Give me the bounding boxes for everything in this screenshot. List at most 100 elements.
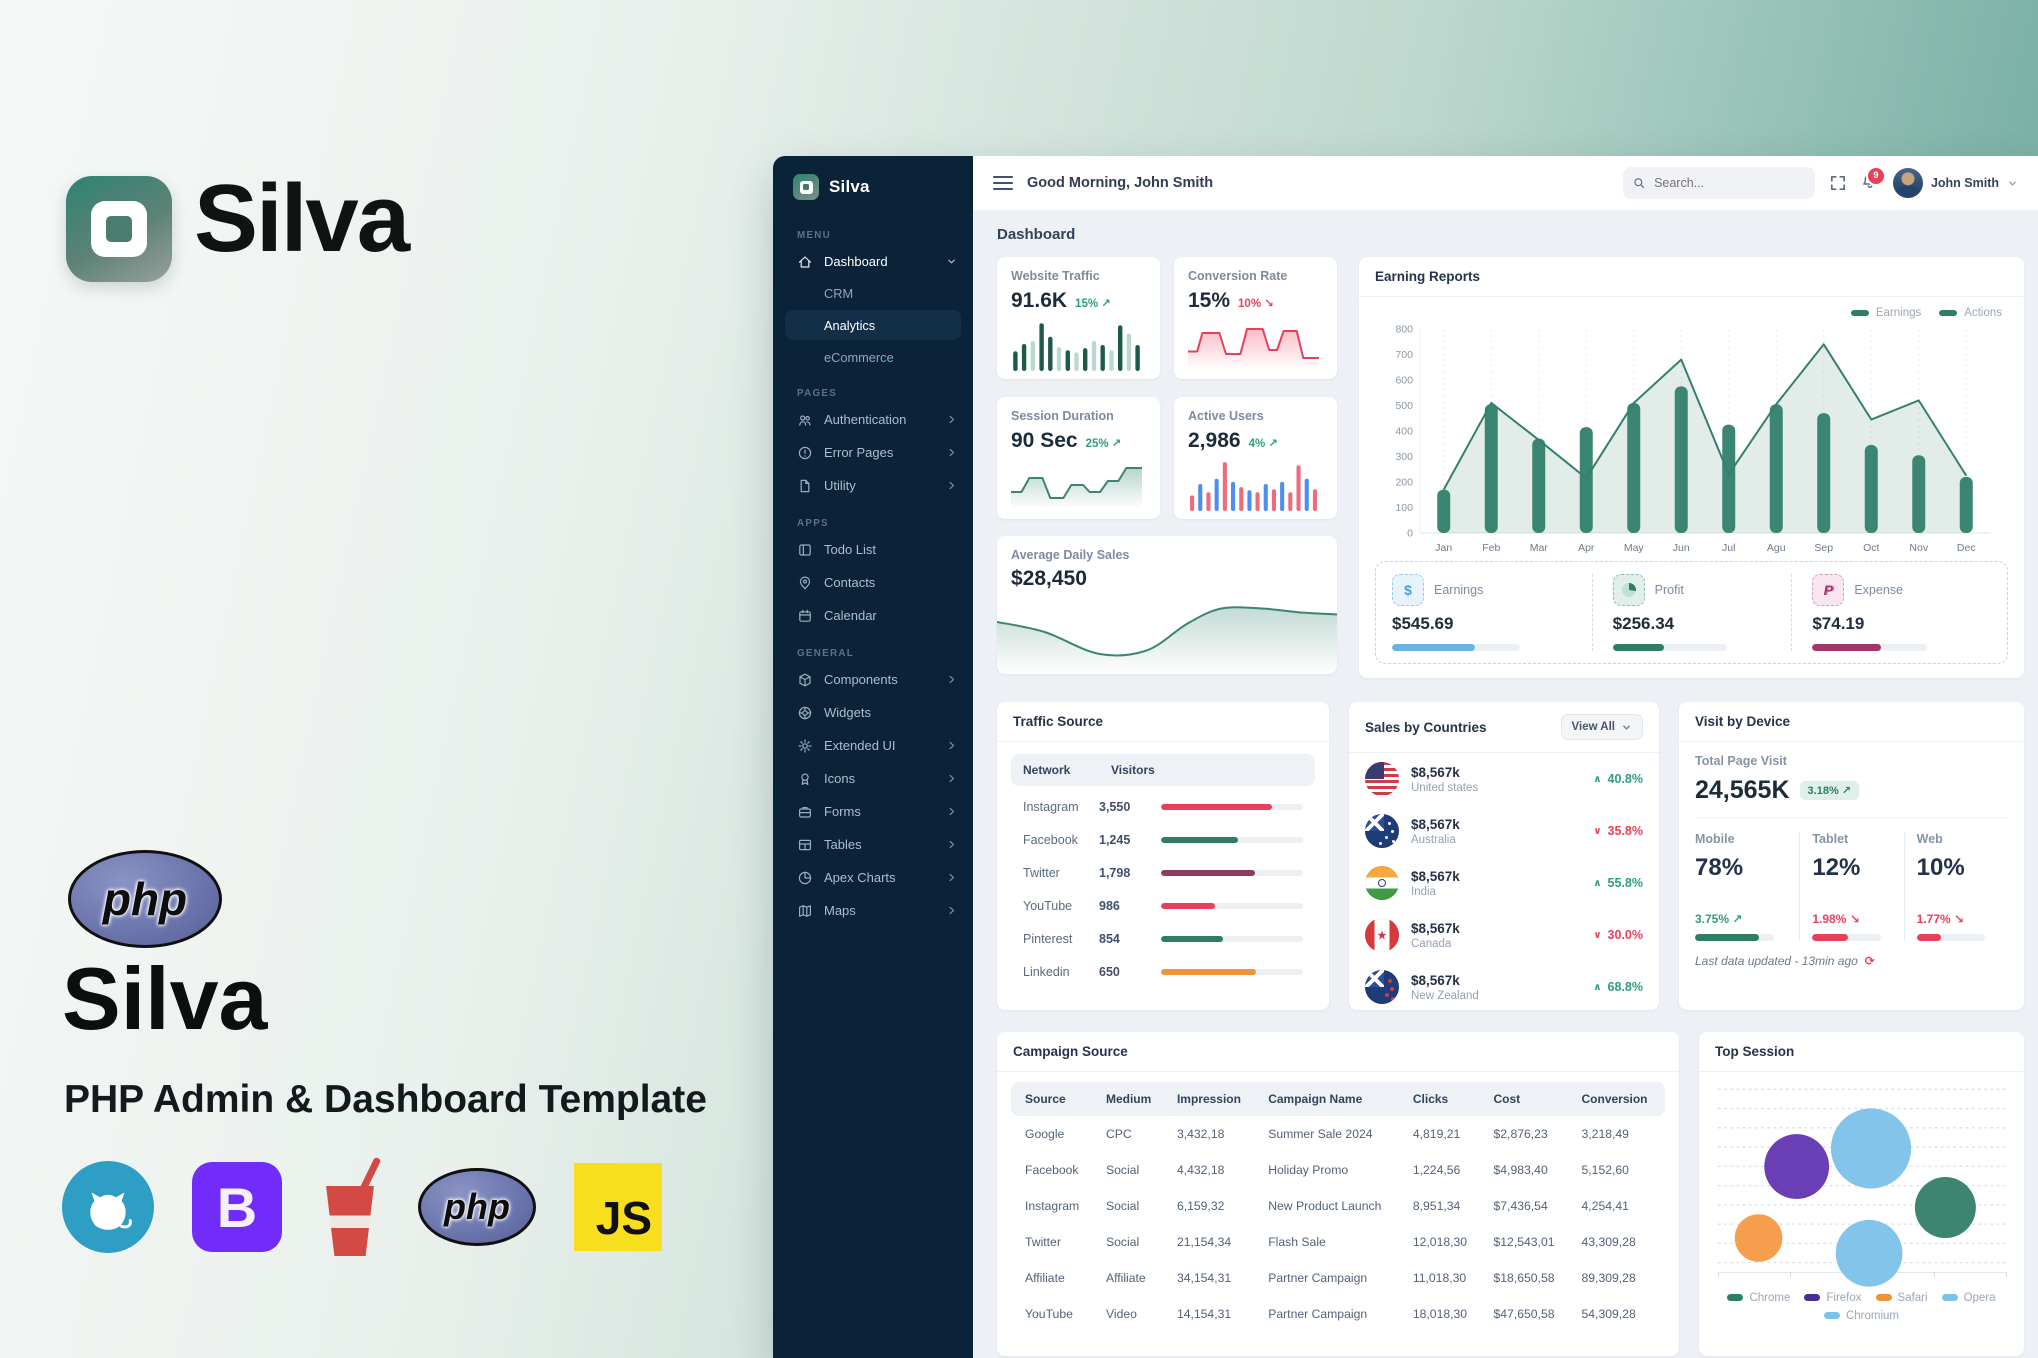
search-input[interactable] [1652, 175, 1805, 191]
hamburger-menu-icon[interactable] [993, 176, 1013, 190]
sidebar-item-todo-list[interactable]: Todo List [773, 533, 973, 566]
file-icon [800, 479, 810, 492]
sidebar-item-contacts[interactable]: Contacts [773, 566, 973, 599]
main-area: Good Morning, John Smith 9 John Smith Da… [973, 156, 2038, 1358]
sidebar-item-icons[interactable]: Icons [773, 762, 973, 795]
refresh-icon[interactable]: ⟳ [1864, 954, 1875, 968]
avg-sales-title: Average Daily Sales [1011, 548, 1130, 563]
medal-icon [801, 772, 809, 785]
active-users-sparkline [1190, 461, 1317, 511]
sidebar-item-error-pages[interactable]: Error Pages [773, 436, 973, 469]
country-row-australia: $8,567k Australia ∨ 35.8% [1349, 805, 1659, 857]
campaign-col-cost: Cost [1483, 1082, 1572, 1116]
traffic-table-header: Network Visitors [1011, 754, 1315, 786]
php-logo: php [68, 850, 222, 948]
paypal-icon: P [1812, 574, 1845, 606]
avatar [1892, 168, 1923, 198]
country-row-india: $8,567k India ∧ 55.8% [1349, 857, 1659, 909]
sidebar-item-maps[interactable]: Maps [773, 894, 973, 927]
stat-delta: 10% ↘ [1238, 298, 1274, 310]
sidebar-logo-text: Silva [829, 177, 870, 196]
legend-chrome: Chrome [1727, 1292, 1790, 1304]
legend-earnings: Earnings [1850, 307, 1921, 319]
cube-icon [799, 673, 811, 686]
search-icon [1634, 178, 1645, 189]
website-traffic-sparkline [1013, 323, 1140, 371]
svg-text:Nov: Nov [1909, 542, 1928, 554]
svg-text:Jun: Jun [1672, 542, 1689, 554]
bubble-chrome [1914, 1177, 1976, 1239]
chevron-right-icon [949, 873, 955, 882]
sidebar-item-authentication[interactable]: Authentication [773, 403, 973, 436]
svg-text:600: 600 [1395, 375, 1413, 387]
campaign-table: Source Medium Impression Campaign Name Click… [1011, 1082, 1665, 1332]
gulp-icon: Gulp [320, 1156, 382, 1256]
sidebar-item-tables[interactable]: Tables [773, 828, 973, 861]
earning-summary: $ Earnings $545.69 Profit $256.34 P Expens… [1375, 561, 2008, 664]
country-row-canada: $8,567k Canada ∨ 30.0% [1349, 909, 1659, 961]
notifications-button[interactable]: 9 [1861, 165, 1886, 195]
fullscreen-icon[interactable] [1829, 174, 1847, 192]
content: Dashboard Website Traffic 91.6K 15% ↗ Con… [973, 210, 2038, 1358]
home-icon [798, 255, 812, 268]
dashboard-window: Silva MENU Dashboard CRM Analytics eCommerce… [773, 156, 2038, 1358]
traffic-source-card: Traffic Source Network Visitors Instagram… [997, 702, 1329, 1010]
sales-by-countries-title: Sales by Countries [1365, 719, 1487, 735]
gear-icon [798, 738, 812, 753]
chevron-down-icon [1623, 725, 1630, 729]
stat-delta: 25% ↗ [1085, 437, 1122, 450]
map-icon [799, 904, 811, 917]
stat-card-conversion-rate: Conversion Rate 15% 10% ↘ [1174, 257, 1337, 379]
tech-badges: B Gulp php JS [62, 1156, 662, 1256]
campaign-row-facebook: Facebook Social 4,432,18 Holiday Promo 1,224… [1025, 1163, 1629, 1177]
flag-us-icon [1365, 762, 1399, 796]
view-all-button[interactable]: View All [1560, 714, 1643, 740]
campaign-col-conversion: Conversion [1571, 1082, 1665, 1116]
traffic-row-instagram: Instagram 3,550 [997, 790, 1329, 823]
country-row-new-zealand: $8,567k New Zealand ∧ 68.8% [1349, 961, 1659, 1013]
traffic-row-pinterest: Pinterest 854 [997, 922, 1329, 955]
svg-text:Feb: Feb [1482, 542, 1500, 554]
country-row-united-states: $8,567k United states ∧ 40.8% [1349, 753, 1659, 805]
average-daily-sales-card: Average Daily Sales $28,450 [997, 536, 1337, 675]
visit-by-device-card: Visit by Device Total Page Visit 24,565K… [1679, 702, 2024, 1010]
country-rows: $8,567k United states ∧ 40.8% $8,567k Austr… [1349, 753, 1659, 1013]
sidebar-item-analytics[interactable]: Analytics [785, 310, 961, 340]
top-session-card: Top Session Chrome Firefox Safari Opera Chro… [1699, 1032, 2024, 1356]
chevron-right-icon [949, 481, 955, 490]
device-web: Web 10% 1.77% ↘ [1903, 832, 2008, 941]
chevron-right-icon [949, 448, 955, 457]
sidebar-logo[interactable]: Silva [773, 156, 973, 214]
sidebar-item-calendar[interactable]: Calendar [773, 599, 973, 632]
sidebar-item-components[interactable]: Components [773, 663, 973, 696]
legend-firefox: Firefox [1804, 1292, 1862, 1304]
last-updated-text: Last data updated - 13min ago [1695, 954, 1858, 968]
svg-text:300: 300 [1395, 451, 1413, 463]
stat-title: Conversion Rate [1188, 269, 1288, 283]
sidebar-item-ecommerce[interactable]: eCommerce [824, 349, 894, 365]
chevron-right-icon [949, 675, 955, 684]
pie-icon [798, 871, 812, 884]
sidebar-section-apps: APPS [797, 518, 829, 529]
sidebar-item-extended-ui[interactable]: Extended UI [773, 729, 973, 762]
campaign-source-card: Campaign Source Source Medium Impression Ca… [997, 1032, 1679, 1356]
flag-ca-icon [1365, 918, 1399, 952]
sidebar-item-dashboard[interactable]: Dashboard [773, 245, 973, 278]
brand-logo-text: Silva [194, 165, 410, 272]
legend-chromium: Chromium [1823, 1310, 1899, 1322]
sidebar-section-pages: PAGES [797, 388, 838, 399]
topbar: Good Morning, John Smith 9 John Smith [973, 156, 2038, 210]
sidebar-item-widgets[interactable]: Widgets [773, 696, 973, 729]
sidebar-item-forms[interactable]: Forms [773, 795, 973, 828]
svg-text:Oct: Oct [1863, 542, 1879, 554]
campaign-row-instagram: Instagram Social 6,159,32 New Product Launc… [1025, 1199, 1629, 1213]
traffic-rows: Instagram 3,550 Facebook 1,245 Twitter 1,79… [997, 790, 1329, 988]
chevron-right-icon [949, 774, 955, 783]
user-menu[interactable]: John Smith [1892, 168, 2018, 198]
sidebar-item-apex-charts[interactable]: Apex Charts [773, 861, 973, 894]
sidebar-item-utility[interactable]: Utility [773, 469, 973, 502]
chevron-down-icon [948, 259, 955, 264]
sidebar-section-menu: MENU [797, 230, 832, 241]
legend-opera: Opera [1941, 1292, 1996, 1304]
sidebar-item-crm[interactable]: CRM [824, 285, 854, 301]
